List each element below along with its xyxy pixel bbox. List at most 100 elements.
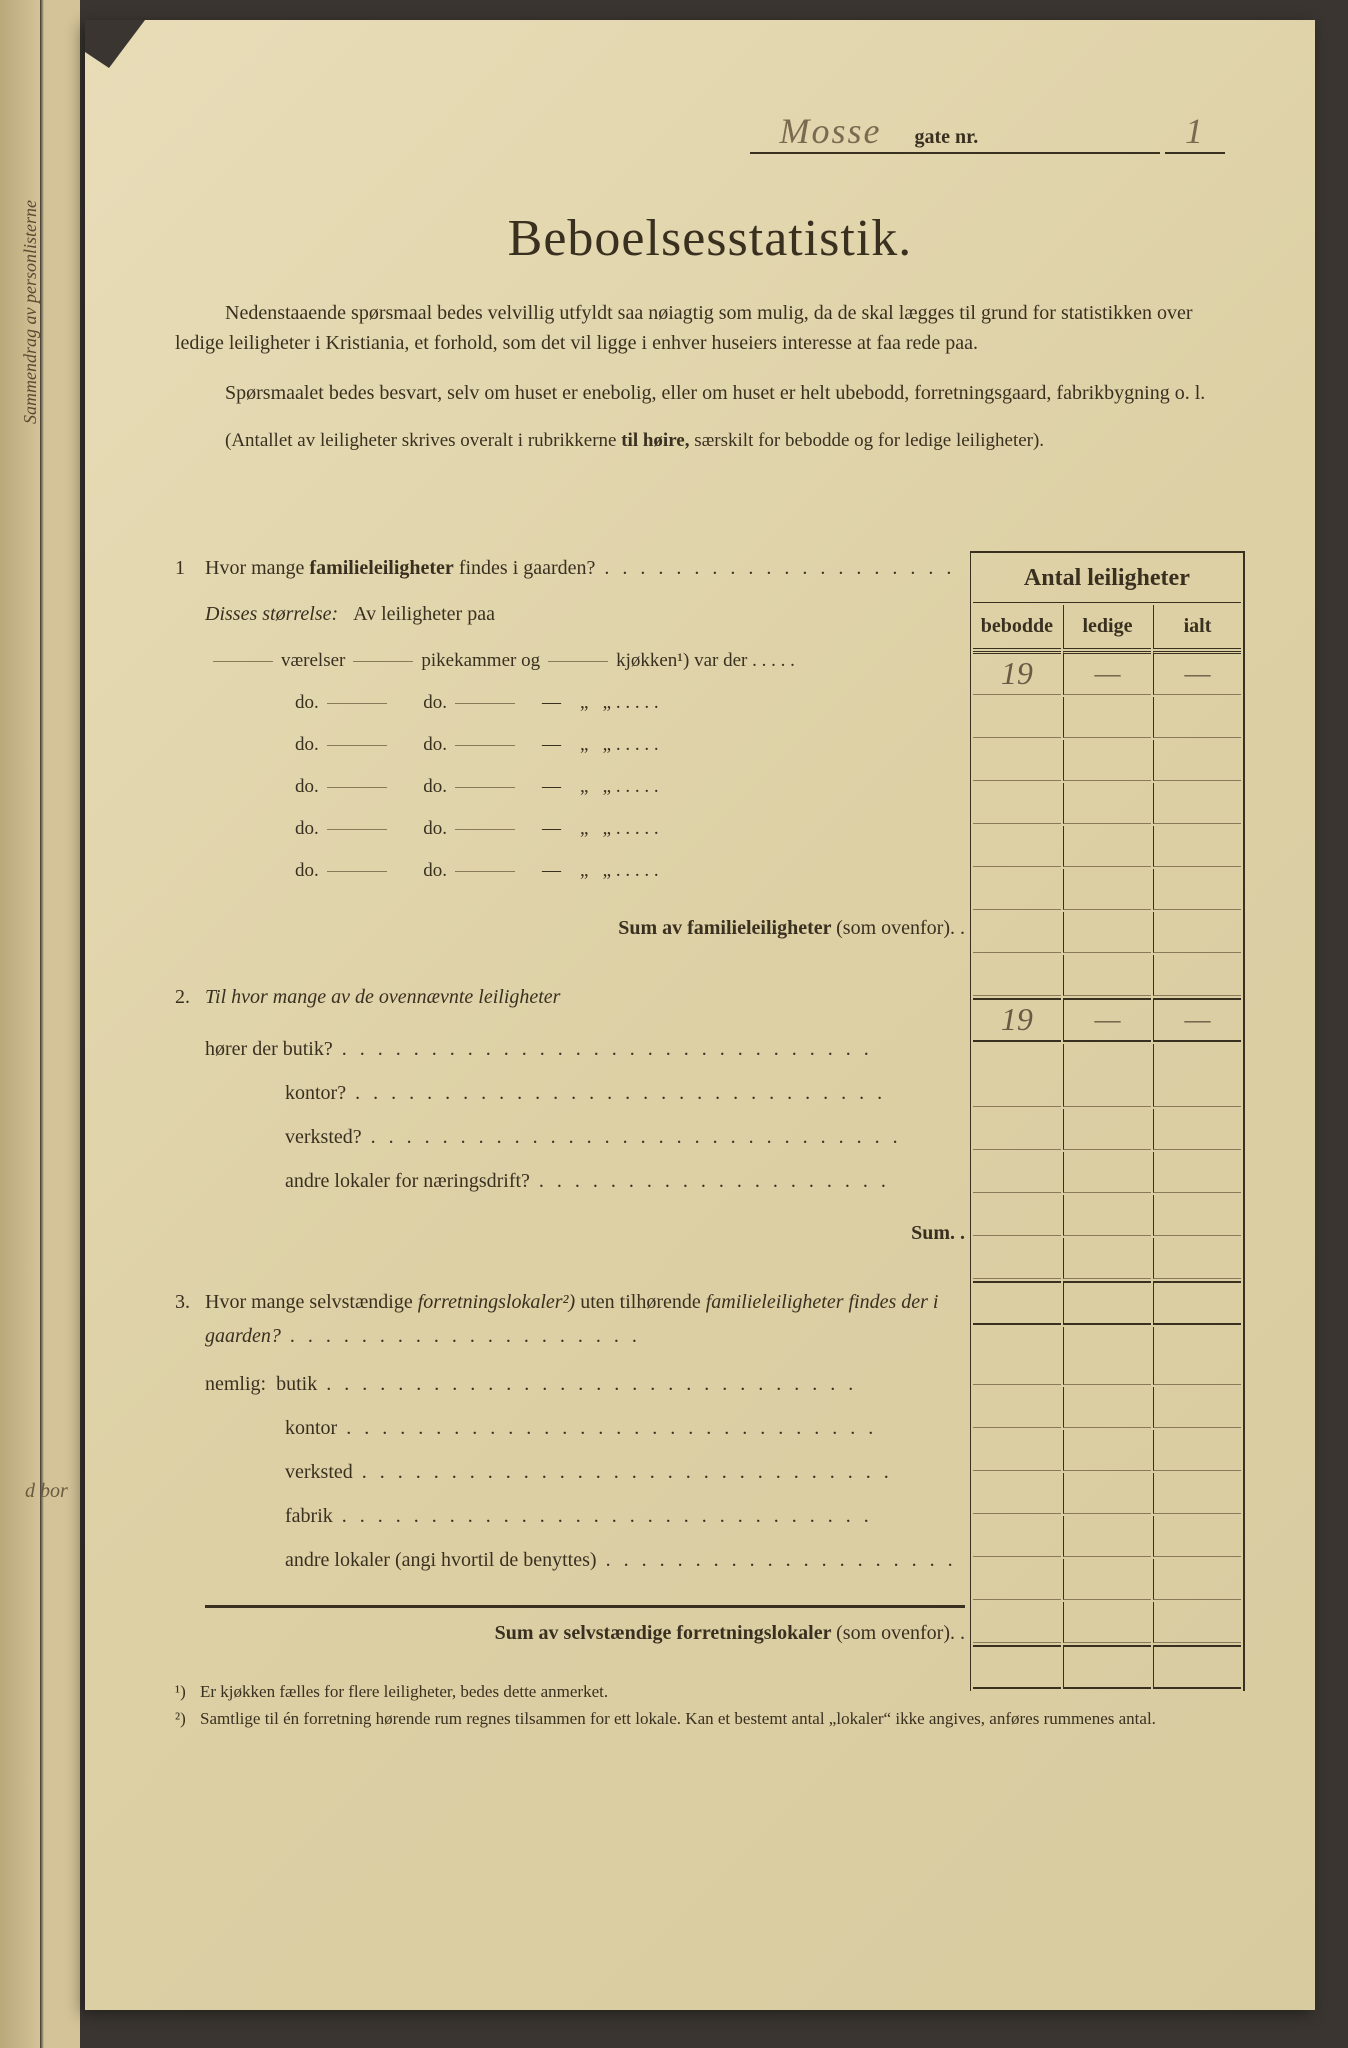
spine-margin-text: d bor bbox=[25, 1480, 68, 1503]
cell bbox=[1063, 869, 1151, 910]
cell bbox=[1153, 1281, 1241, 1325]
cell bbox=[1153, 955, 1241, 996]
do5: do. bbox=[295, 855, 319, 887]
do4: do. bbox=[295, 813, 319, 845]
cell bbox=[973, 1327, 1061, 1385]
size-header-row: værelser pikekammer og kjøkken¹) var der… bbox=[205, 641, 965, 683]
q3-verksted: verksted bbox=[285, 1461, 353, 1483]
q2-kontor: kontor? bbox=[285, 1082, 346, 1104]
q3-item: andre lokaler (angi hvortil de benyttes) bbox=[205, 1543, 965, 1577]
hdr-kjokken: kjøkken¹) var der bbox=[616, 645, 747, 677]
cell bbox=[1153, 1387, 1241, 1428]
street-name-handwritten: Mosse bbox=[780, 111, 882, 151]
footnote-2: ²) Samtlige til én forretning hørende ru… bbox=[175, 1707, 1245, 1731]
intro-p1-text: Nedenstaaende spørsmaal bedes velvillig … bbox=[175, 302, 1193, 354]
cell bbox=[973, 1473, 1061, 1514]
dots bbox=[530, 1170, 890, 1192]
q2-number: 2. bbox=[175, 980, 205, 1250]
cell bbox=[1153, 1559, 1241, 1600]
q2-item: andre lokaler for næringsdrift? bbox=[205, 1164, 965, 1198]
cell bbox=[973, 1109, 1061, 1150]
size-row-do: do. do. — „ „ . . . . . bbox=[205, 851, 965, 893]
col-ledige: ledige bbox=[1063, 605, 1151, 649]
size-row-do: do. do. — „ „ . . . . . bbox=[205, 725, 965, 767]
q1-bebodde-value: 19 bbox=[1001, 655, 1033, 691]
cell bbox=[1063, 1387, 1151, 1428]
cell bbox=[973, 869, 1061, 910]
page-title: Beboelsesstatistik. bbox=[175, 209, 1245, 268]
cell bbox=[1153, 1195, 1241, 1236]
book-spine: Sammendrag av personlisterne d bor bbox=[0, 0, 80, 2048]
document-page: Mosse gate nr. 1 Beboelsesstatistik. Ned… bbox=[85, 20, 1315, 2010]
intro-p3a: (Antallet av leiligheter skrives overalt… bbox=[225, 430, 621, 451]
dots bbox=[353, 1461, 893, 1483]
cell bbox=[1063, 1327, 1151, 1385]
col-ialt: ialt bbox=[1153, 605, 1241, 649]
question-2: 2. Til hvor mange av de ovennævnte leili… bbox=[175, 980, 965, 1250]
cell bbox=[973, 912, 1061, 953]
cell bbox=[1153, 869, 1241, 910]
q3-nemlig-row: nemlig: butik bbox=[205, 1367, 965, 1401]
q3-item: kontor bbox=[205, 1411, 965, 1445]
dots bbox=[362, 1126, 902, 1148]
sum-q1-label: Sum av familieleiligheter bbox=[618, 917, 831, 939]
dots bbox=[597, 1549, 957, 1571]
q3-text-c: uten tilhørende bbox=[575, 1291, 706, 1313]
q2-verksted: verksted? bbox=[285, 1126, 362, 1148]
cell bbox=[973, 955, 1061, 996]
do2: do. bbox=[295, 729, 319, 761]
dots bbox=[346, 1082, 886, 1104]
cell bbox=[1063, 1195, 1151, 1236]
sum1-ledige-value: — bbox=[1095, 1005, 1121, 1034]
hdr-pikekammer: pikekammer og bbox=[421, 645, 540, 677]
dots bbox=[333, 1505, 873, 1527]
cell bbox=[973, 783, 1061, 824]
q1-text-a: Hvor mange bbox=[205, 557, 309, 579]
sum-ovenfor: (som ovenfor). . bbox=[836, 917, 965, 939]
sum1-bebodde-value: 19 bbox=[1001, 1001, 1033, 1037]
cell bbox=[1153, 1327, 1241, 1385]
spine-vertical-text: Sammendrag av personlisterne bbox=[20, 200, 41, 424]
question-1: 1 Hvor mange familieleiligheter findes i… bbox=[175, 551, 965, 945]
q2-item: hører der butik? bbox=[205, 1032, 965, 1066]
do3: do. bbox=[295, 771, 319, 803]
q2-item: verksted? bbox=[205, 1120, 965, 1154]
cell bbox=[1153, 1044, 1241, 1107]
cell bbox=[973, 1559, 1061, 1600]
cell bbox=[973, 1645, 1061, 1689]
size-row-do: do. do. — „ „ . . . . . bbox=[205, 767, 965, 809]
fn1-text: Er kjøkken fælles for flere leiligheter,… bbox=[200, 1680, 608, 1704]
cell bbox=[1153, 1109, 1241, 1150]
intro-p3b-bold: til høire, bbox=[621, 430, 689, 451]
do5b: do. bbox=[423, 855, 447, 887]
cell bbox=[1063, 783, 1151, 824]
q3-text-b: forretningslokaler²) bbox=[418, 1291, 575, 1313]
cell bbox=[1063, 912, 1151, 953]
cell bbox=[973, 697, 1061, 738]
cell bbox=[1153, 697, 1241, 738]
sum-q3-row: Sum av selvstændige forretningslokaler (… bbox=[205, 1616, 965, 1650]
intro-paragraph-3: (Antallet av leiligheter skrives overalt… bbox=[175, 427, 1245, 456]
q3-kontor: kontor bbox=[285, 1417, 337, 1439]
intro-paragraph-1: Nedenstaaende spørsmaal bedes velvillig … bbox=[175, 298, 1245, 358]
disses-cont: Av leiligheter paa bbox=[353, 603, 495, 625]
q3-fabrik: fabrik bbox=[285, 1505, 333, 1527]
size-row-do: do. do. — „ „ . . . . . bbox=[205, 809, 965, 851]
cell bbox=[1153, 1473, 1241, 1514]
q1-ialt-value: — bbox=[1185, 659, 1211, 688]
main-content-area: Antal leiligheter bebodde ledige ialt 19… bbox=[175, 551, 1245, 1650]
sum-ovenfor: (som ovenfor). . bbox=[836, 1622, 965, 1644]
cell bbox=[1063, 1109, 1151, 1150]
cell bbox=[1153, 783, 1241, 824]
q3-andre: andre lokaler (angi hvortil de benyttes) bbox=[285, 1549, 597, 1571]
sum1-ialt-value: — bbox=[1185, 1005, 1211, 1034]
cell bbox=[1063, 1516, 1151, 1557]
cell bbox=[1153, 1152, 1241, 1193]
q2-andre: andre lokaler for næringsdrift? bbox=[285, 1170, 530, 1192]
q2-text: Til hvor mange av de ovennævnte leilighe… bbox=[205, 986, 560, 1008]
cell bbox=[1153, 1430, 1241, 1471]
q1-number: 1 bbox=[175, 551, 205, 945]
q3-butik: butik bbox=[276, 1373, 317, 1395]
cell bbox=[1153, 826, 1241, 867]
cell bbox=[1153, 1516, 1241, 1557]
